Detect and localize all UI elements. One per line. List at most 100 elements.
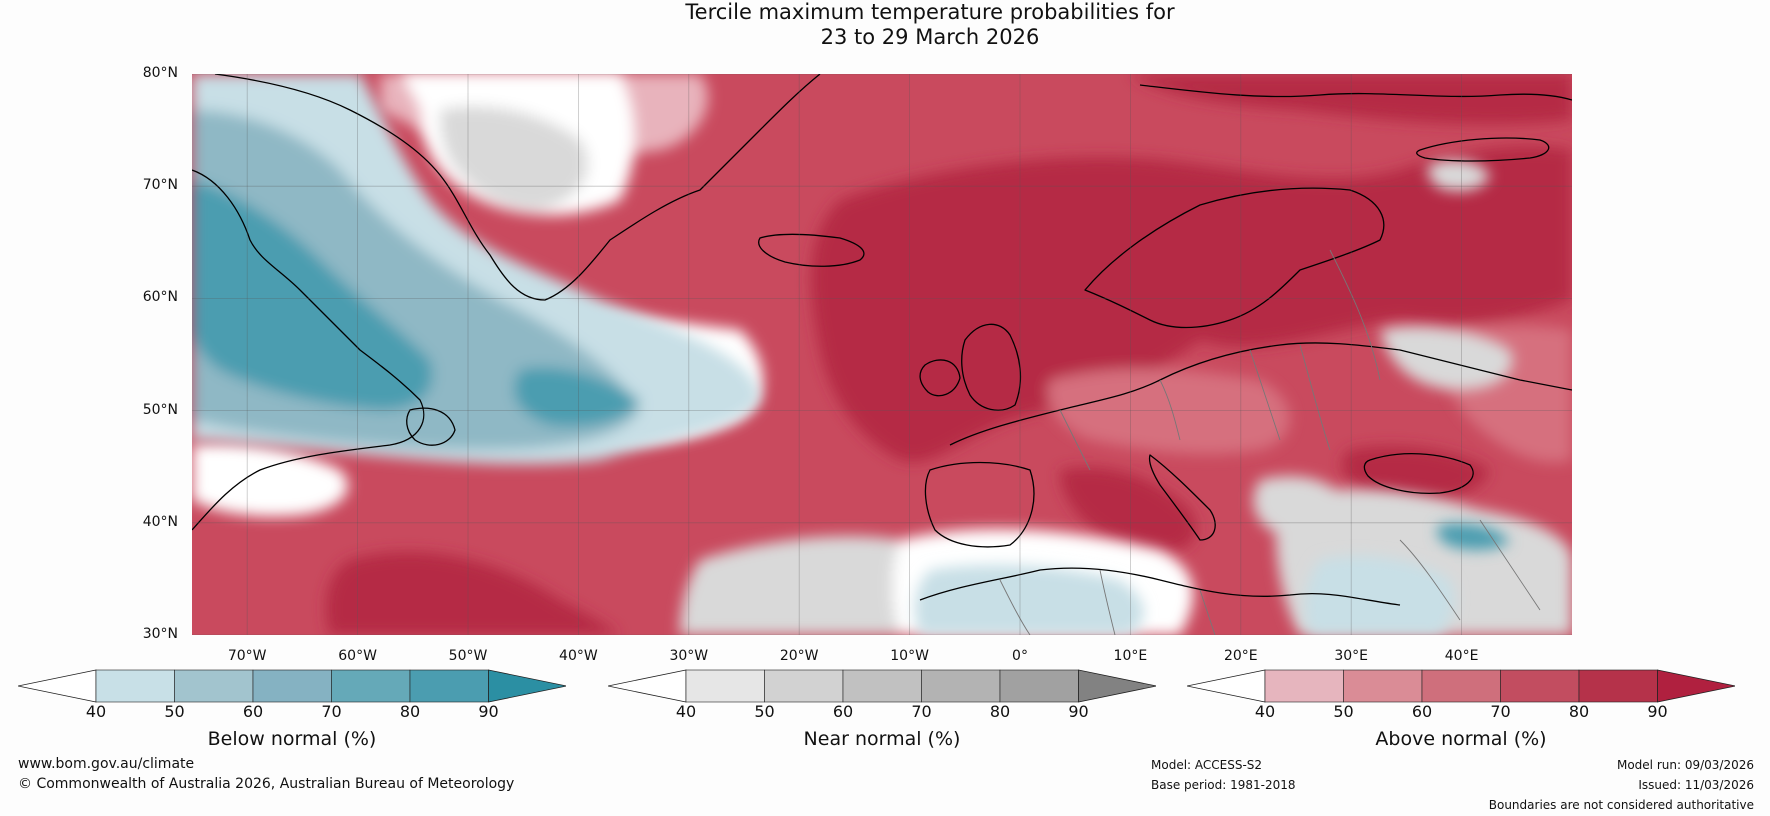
colorbar-above-normal: 40 50 60 70 80 90 Above normal (%): [1187, 668, 1735, 764]
latitude-label: 40°N: [142, 513, 178, 530]
colorbar-extend-high: [1078, 669, 1156, 703]
longitude-label: 30°W: [669, 648, 709, 664]
copyright-notice: © Commonwealth of Australia 2026, Austra…: [18, 776, 515, 792]
title-line-1: Tercile maximum temperature probabilitie…: [685, 0, 1175, 24]
coastline-novaya-zemlya: [1416, 137, 1550, 162]
near-normal-greenland: [440, 106, 588, 210]
colorbar-tick-label: 50: [1333, 702, 1354, 721]
colorbar-segment: [331, 669, 411, 703]
colorbar-segment: [1343, 669, 1423, 703]
colorbar-above-normal-scale: [1187, 669, 1735, 703]
longitude-label: 0°: [1012, 648, 1028, 664]
latitude-label: 60°N: [142, 289, 178, 306]
colorbar-below-normal: 40 50 60 70 80 90 Below normal (%): [18, 668, 566, 764]
chart-title: Tercile maximum temperature probabilitie…: [0, 0, 1770, 50]
title-line-2: 23 to 29 March 2026: [820, 25, 1040, 49]
colorbar-extend-low: [608, 669, 687, 703]
colorbar-segment: [999, 669, 1079, 703]
longitude-label: 60°W: [338, 648, 377, 664]
above-normal-strong-arctic: [1130, 74, 1572, 125]
colorbar-segment: [252, 669, 332, 703]
longitude-label: 40°W: [559, 648, 598, 664]
border-eastern-europe: [1249, 344, 1331, 451]
boundaries-disclaimer: Boundaries are not considered authoritat…: [1488, 798, 1754, 812]
colorbar-near-normal-scale: [608, 669, 1156, 703]
border-russia: [1329, 249, 1381, 381]
longitude-label: 10°W: [890, 648, 929, 664]
colorbar-extend-low: [1187, 669, 1266, 703]
near-normal-sahara-west: [680, 536, 915, 635]
colorbar-tick-label: 60: [832, 702, 854, 721]
colorbar-extend-high: [488, 669, 566, 703]
coastline-newfoundland: [406, 407, 456, 446]
coastline-iceland: [758, 233, 865, 267]
model-name: Model: ACCESS-S2: [1151, 758, 1263, 772]
colorbar-segment: [1578, 669, 1658, 703]
latitude-label: 70°N: [142, 177, 178, 194]
border-germany-poland: [1159, 379, 1181, 441]
website-link[interactable]: www.bom.gov.au/climate: [18, 756, 195, 772]
below-normal-strong-labrador: [192, 180, 433, 410]
coastline-north-america: [192, 169, 425, 531]
colorbar-tick-label: 60: [1411, 702, 1433, 721]
colorbar-segment: [764, 669, 844, 703]
latitude-label: 30°N: [142, 626, 178, 642]
coastline-europe: [949, 342, 1572, 446]
colorbar-segment: [95, 669, 175, 703]
above-normal-strong-europe: [811, 146, 1572, 462]
near-normal-balkans: [1253, 476, 1350, 534]
coastline-africa: [919, 567, 1401, 606]
colorbar-segment: [409, 669, 489, 703]
colorbar-tick-label: 90: [1647, 702, 1668, 721]
colorbar-segment: [685, 669, 765, 703]
colorbar-extend-high: [1657, 669, 1735, 703]
colorbar-tick-label: 50: [164, 702, 185, 721]
border-north-africa: [999, 569, 1216, 635]
coastline-uk: [961, 323, 1022, 411]
coastline-ireland: [919, 359, 961, 397]
colorbar-below-normal-label: Below normal (%): [207, 728, 377, 750]
colorbar-tick-label: 40: [675, 702, 697, 721]
colorbar-tick-label: 40: [85, 702, 107, 721]
base-period: Base period: 1981-2018: [1151, 778, 1296, 792]
colorbar-tick-label: 40: [1254, 702, 1276, 721]
latitude-label: 80°N: [142, 65, 178, 81]
longitude-label: 20°E: [1223, 648, 1258, 664]
longitude-label: 20°W: [779, 648, 819, 664]
colorbar-near-normal: 40 50 60 70 80 90 Near normal (%): [608, 668, 1156, 764]
colorbar-tick-label: 50: [754, 702, 775, 721]
colorbar-tick-label: 80: [399, 702, 421, 721]
longitude-label: 50°W: [448, 648, 488, 664]
colorbar-tick-label: 70: [911, 702, 932, 721]
latitude-label: 50°N: [142, 401, 178, 418]
longitude-label: 40°E: [1444, 648, 1479, 664]
colorbar-tick-label: 80: [1568, 702, 1590, 721]
near-normal-arctic-blob: [1427, 159, 1490, 192]
above-normal-mid-europe: [1047, 368, 1290, 455]
coastline-scandinavia: [1084, 187, 1385, 329]
coastline-iberia: [924, 461, 1035, 548]
colorbar-tick-label: 80: [989, 702, 1011, 721]
coastline-italy: [1148, 454, 1216, 541]
colorbar-segment: [174, 669, 254, 703]
colorbar-segment: [1264, 669, 1344, 703]
colorbar-above-normal-label: Above normal (%): [1375, 728, 1547, 750]
colorbar-extend-low: [18, 669, 97, 703]
below-normal-strong-atlantic: [514, 367, 640, 427]
coastline-greenland: [214, 74, 821, 301]
colorbar-segment: [842, 669, 922, 703]
issued-date: Issued: 11/03/2026: [1638, 778, 1754, 792]
below-normal-light-middle-east: [1304, 556, 1455, 635]
below-normal-strong-turkey: [1437, 523, 1510, 550]
longitude-label: 10°E: [1113, 648, 1148, 664]
colorbar-tick-label: 90: [1068, 702, 1089, 721]
border-middle-east: [1399, 519, 1541, 621]
colorbar-segment: [1500, 669, 1580, 703]
colorbar-tick-label: 90: [478, 702, 499, 721]
border-france-germany: [1059, 409, 1091, 471]
colorbar-below-normal-scale: [18, 669, 566, 703]
graticule: [192, 74, 1572, 635]
colorbar-tick-label: 70: [1490, 702, 1511, 721]
colorbar-segment: [1421, 669, 1501, 703]
